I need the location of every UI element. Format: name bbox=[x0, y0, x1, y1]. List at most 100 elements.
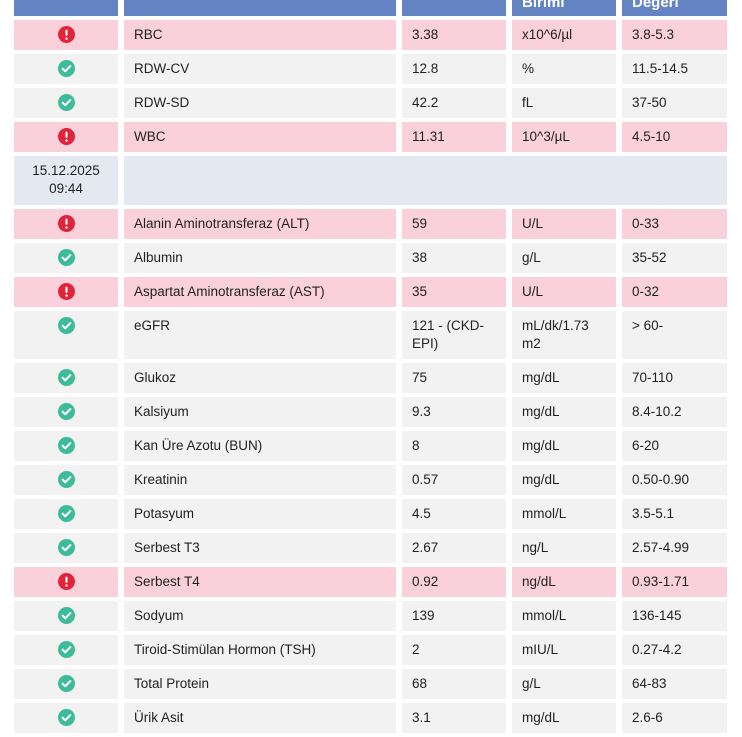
unit-cell: U/L bbox=[512, 209, 616, 239]
unit-cell: mg/dL bbox=[512, 703, 616, 733]
normal-icon bbox=[58, 317, 75, 334]
normal-icon bbox=[58, 94, 75, 111]
status-cell bbox=[14, 88, 118, 118]
range-cell: 0.27-4.2 bbox=[622, 635, 727, 665]
test-cell: Kreatinin bbox=[124, 465, 396, 495]
normal-icon bbox=[58, 505, 75, 522]
normal-icon bbox=[58, 539, 75, 556]
unit-cell: g/L bbox=[512, 669, 616, 699]
result-row: eGFR 121 - (CKD-EPI) mL/dk/1.73 m2 > 60- bbox=[14, 311, 727, 359]
result-cell: 2.67 bbox=[402, 533, 506, 563]
status-cell bbox=[14, 703, 118, 733]
result-row: Kalsiyum 9.3 mg/dL 8.4-10.2 bbox=[14, 397, 727, 427]
test-cell: Ürik Asit bbox=[124, 703, 396, 733]
result-cell: 68 bbox=[402, 669, 506, 699]
range-cell: 8.4-10.2 bbox=[622, 397, 727, 427]
range-cell: 70-110 bbox=[622, 363, 727, 393]
status-cell bbox=[14, 397, 118, 427]
unit-cell: mg/dL bbox=[512, 431, 616, 461]
range-cell: 136-145 bbox=[622, 601, 727, 631]
range-cell: 35-52 bbox=[622, 243, 727, 273]
header-row: Birimi Değeri bbox=[14, 0, 727, 16]
unit-cell: mg/dL bbox=[512, 465, 616, 495]
result-cell: 4.5 bbox=[402, 499, 506, 529]
header-unit: Birimi bbox=[512, 0, 616, 16]
status-cell bbox=[14, 243, 118, 273]
result-row: Potasyum 4.5 mmol/L 3.5-5.1 bbox=[14, 499, 727, 529]
date-cell: 15.12.2025 09:44 bbox=[14, 156, 118, 205]
alert-icon bbox=[58, 283, 75, 300]
test-cell: Aspartat Aminotransferaz (AST) bbox=[124, 277, 396, 307]
status-cell bbox=[14, 635, 118, 665]
result-cell: 59 bbox=[402, 209, 506, 239]
result-cell: 12.8 bbox=[402, 54, 506, 84]
test-cell: Albumin bbox=[124, 243, 396, 273]
result-row: RDW-SD 42.2 fL 37-50 bbox=[14, 88, 727, 118]
range-cell: 37-50 bbox=[622, 88, 727, 118]
result-row: Glukoz 75 mg/dL 70-110 bbox=[14, 363, 727, 393]
test-cell: RBC bbox=[124, 20, 396, 50]
unit-cell: mmol/L bbox=[512, 499, 616, 529]
result-row: RDW-CV 12.8% 11.5-14.5 bbox=[14, 54, 727, 84]
unit-cell: fL bbox=[512, 88, 616, 118]
status-cell bbox=[14, 209, 118, 239]
normal-icon bbox=[58, 641, 75, 658]
test-cell: Sodyum bbox=[124, 601, 396, 631]
normal-icon bbox=[58, 249, 75, 266]
result-row: Alanin Aminotransferaz (ALT) 59 U/L 0-33 bbox=[14, 209, 727, 239]
empty-cell bbox=[124, 156, 727, 205]
status-cell bbox=[14, 122, 118, 152]
unit-cell: ng/dL bbox=[512, 567, 616, 597]
result-cell: 38 bbox=[402, 243, 506, 273]
range-cell: 2.57-4.99 bbox=[622, 533, 727, 563]
status-cell bbox=[14, 465, 118, 495]
normal-icon bbox=[58, 675, 75, 692]
result-row: RBC 3.38 x10^6/µl 3.8-5.3 bbox=[14, 20, 727, 50]
range-cell: 0.93-1.71 bbox=[622, 567, 727, 597]
alert-icon bbox=[58, 573, 75, 590]
result-cell: 35 bbox=[402, 277, 506, 307]
result-row: Kan Üre Azotu (BUN) 8 mg/dL 6-20 bbox=[14, 431, 727, 461]
header-reference: Değeri bbox=[622, 0, 727, 16]
status-cell bbox=[14, 20, 118, 50]
range-cell: 6-20 bbox=[622, 431, 727, 461]
test-cell: Kalsiyum bbox=[124, 397, 396, 427]
date: 15.12.2025 bbox=[32, 163, 100, 178]
status-cell bbox=[14, 431, 118, 461]
test-cell: Glukoz bbox=[124, 363, 396, 393]
range-cell: 0.50-0.90 bbox=[622, 465, 727, 495]
result-cell: 3.38 bbox=[402, 20, 506, 50]
normal-icon bbox=[58, 607, 75, 624]
status-cell bbox=[14, 54, 118, 84]
status-cell bbox=[14, 277, 118, 307]
result-row: Albumin 38 g/L 35-52 bbox=[14, 243, 727, 273]
unit-cell: U/L bbox=[512, 277, 616, 307]
alert-icon bbox=[58, 26, 75, 43]
range-cell: 11.5-14.5 bbox=[622, 54, 727, 84]
unit-cell: % bbox=[512, 54, 616, 84]
results-table: Birimi Değeri RBC 3.38 x10^6/µl 3.8-5.3 RDW-C… bbox=[8, 0, 733, 737]
result-cell: 0.57 bbox=[402, 465, 506, 495]
result-cell: 139 bbox=[402, 601, 506, 631]
unit-cell: x10^6/µl bbox=[512, 20, 616, 50]
status-cell bbox=[14, 499, 118, 529]
unit-cell: mIU/L bbox=[512, 635, 616, 665]
test-cell: Total Protein bbox=[124, 669, 396, 699]
normal-icon bbox=[58, 403, 75, 420]
result-cell: 121 - (CKD-EPI) bbox=[402, 311, 506, 359]
normal-icon bbox=[58, 471, 75, 488]
normal-icon bbox=[58, 60, 75, 77]
unit-cell: g/L bbox=[512, 243, 616, 273]
unit-cell: ng/L bbox=[512, 533, 616, 563]
result-row: Kreatinin 0.57 mg/dL 0.50-0.90 bbox=[14, 465, 727, 495]
result-cell: 9.3 bbox=[402, 397, 506, 427]
normal-icon bbox=[58, 369, 75, 386]
result-cell: 0.92 bbox=[402, 567, 506, 597]
test-cell: WBC bbox=[124, 122, 396, 152]
test-cell: Serbest T4 bbox=[124, 567, 396, 597]
result-row: Serbest T4 0.92 ng/dL 0.93-1.71 bbox=[14, 567, 727, 597]
unit-cell: mL/dk/1.73 m2 bbox=[512, 311, 616, 359]
test-cell: eGFR bbox=[124, 311, 396, 359]
unit-cell: mg/dL bbox=[512, 397, 616, 427]
range-cell: 4.5-10 bbox=[622, 122, 727, 152]
